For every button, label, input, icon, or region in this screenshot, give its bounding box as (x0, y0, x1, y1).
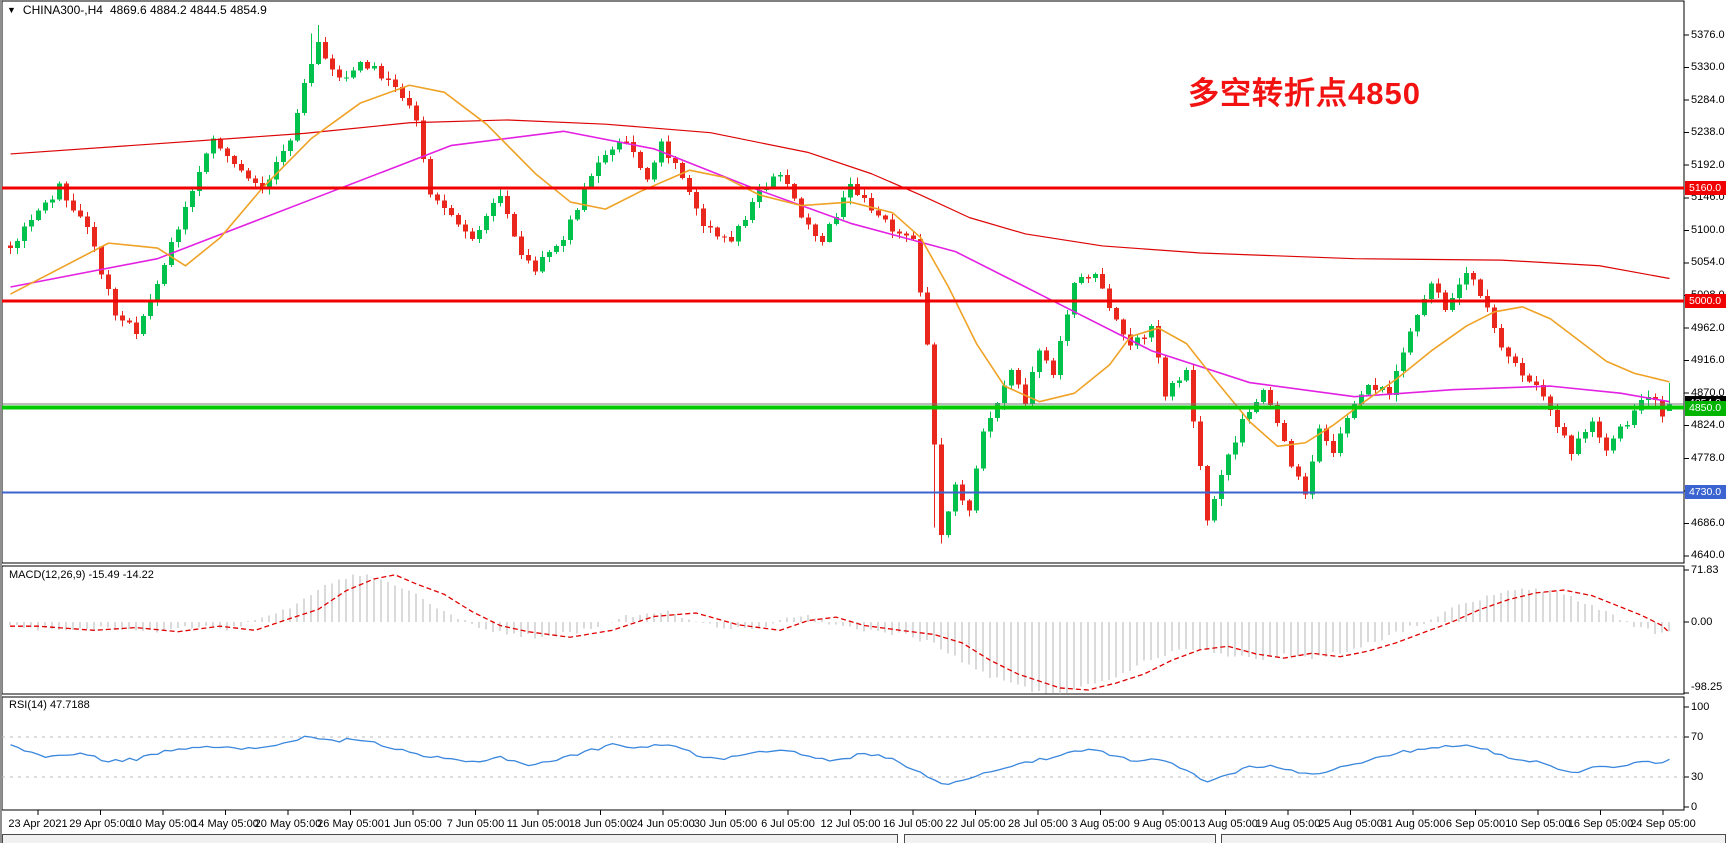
hline-badge-4730.0: 4730.0 (1685, 485, 1726, 500)
macd-indicator-label: MACD(12,26,9) -15.49 -14.22 (9, 569, 154, 581)
date-tick-label: 25 Aug 05:00 (1318, 818, 1383, 830)
status-bar-segment[interactable] (1221, 834, 1726, 843)
ma-slow-red (10, 119, 1670, 280)
date-tick-label: 11 Jun 05:00 (506, 818, 570, 830)
main-price-panel[interactable] (1, 0, 1685, 564)
price-tick-label: 5054.0 (1691, 256, 1725, 269)
price-tick-label: 5376.0 (1691, 28, 1725, 41)
date-tick-label: 24 Jun 05:00 (631, 818, 695, 830)
date-tick-label: 28 Jul 05:00 (1008, 818, 1068, 830)
rsi-line (10, 735, 1670, 786)
rsi-tick-label: 0 (1691, 800, 1698, 813)
date-tick-label: 13 Aug 05:00 (1193, 818, 1258, 830)
price-tick-label: 4640.0 (1691, 549, 1725, 562)
hline-badge-5000.0: 5000.0 (1685, 294, 1726, 309)
price-tick-label: 5284.0 (1691, 93, 1725, 106)
date-tick-label: 18 Jun 05:00 (568, 818, 633, 830)
macd-panel[interactable] (1, 565, 1685, 695)
date-tick-label: 29 Apr 05:00 (69, 818, 132, 830)
status-bar-segment[interactable] (904, 834, 1216, 843)
date-tick-label: 10 Sep 05:00 (1505, 818, 1571, 830)
date-tick-label: 1 Jun 05:00 (384, 818, 442, 830)
date-tick-label: 6 Jul 05:00 (761, 818, 815, 830)
window-left-border (0, 0, 2, 843)
status-bar-segment[interactable] (2, 834, 898, 843)
price-tick-label: 4686.0 (1691, 516, 1725, 529)
price-tick-label: 5100.0 (1691, 223, 1725, 236)
date-tick-label: 24 Sep 05:00 (1630, 818, 1696, 830)
price-tick-label: 4916.0 (1691, 354, 1725, 367)
price-tick-label: 4778.0 (1691, 451, 1725, 464)
chart-annotation[interactable]: 多空转折点4850 (1188, 76, 1421, 111)
date-tick-label: 6 Sep 05:00 (1445, 818, 1506, 830)
rsi-panel[interactable] (1, 696, 1685, 811)
symbol-title-bar: ▼ CHINA300-,H4 4869.6 4884.2 4844.5 4854… (7, 3, 267, 17)
date-tick-label: 19 Aug 05:00 (1255, 818, 1321, 830)
ma-mid-magenta (10, 130, 1670, 403)
symbol-name: CHINA300-,H4 (22, 3, 103, 17)
hline-badge-4850.0: 4850.0 (1685, 401, 1726, 417)
date-tick-label: 3 Aug 05:00 (1071, 818, 1130, 830)
date-tick-label: 31 Aug 05:00 (1380, 818, 1446, 830)
macd-tick-label: 0.00 (1691, 615, 1713, 628)
price-tick-label: 5330.0 (1691, 61, 1725, 74)
date-tick-label: 16 Sep 05:00 (1567, 818, 1634, 830)
rsi-tick-label: 30 (1691, 770, 1704, 783)
date-tick-label: 20 May 05:00 (254, 818, 322, 830)
rsi-tick-label: 70 (1691, 730, 1704, 743)
date-tick-label: 7 Jun 05:00 (446, 818, 505, 830)
date-tick-label: 26 May 05:00 (317, 818, 384, 830)
price-tick-label: 4824.0 (1691, 419, 1725, 432)
hline-badge-5160.0: 5160.0 (1685, 180, 1726, 195)
candlestick-series (8, 25, 1672, 544)
date-tick-label: 12 Jul 05:00 (820, 818, 881, 830)
date-tick-label: 30 Jun 05:00 (693, 818, 758, 830)
macd-histogram (9, 574, 1670, 694)
date-tick-label: 10 May 05:00 (129, 818, 197, 830)
date-tick-label: 23 Apr 2021 (8, 818, 68, 830)
price-tick-label: 5192.0 (1691, 158, 1725, 171)
macd-tick-label: 71.83 (1691, 563, 1719, 576)
date-tick-label: 14 May 05:00 (192, 818, 259, 830)
symbol-dropdown-icon[interactable]: ▼ (7, 5, 16, 15)
date-tick-label: 22 Jul 05:00 (945, 818, 1006, 830)
date-tick-label: 16 Jul 05:00 (883, 818, 943, 830)
date-tick-label: 9 Aug 05:00 (1133, 818, 1193, 830)
rsi-indicator-label: RSI(14) 47.7188 (9, 699, 90, 711)
ma-fast-orange (10, 84, 1670, 448)
price-tick-label: 4962.0 (1691, 321, 1725, 334)
price-tick-label: 4870.0 (1691, 386, 1725, 399)
rsi-tick-label: 100 (1691, 700, 1710, 713)
macd-tick-label: -98.25 (1691, 680, 1723, 693)
price-tick-label: 5238.0 (1691, 126, 1725, 139)
ohlc-values: 4869.6 4884.2 4844.5 4854.9 (109, 3, 267, 17)
